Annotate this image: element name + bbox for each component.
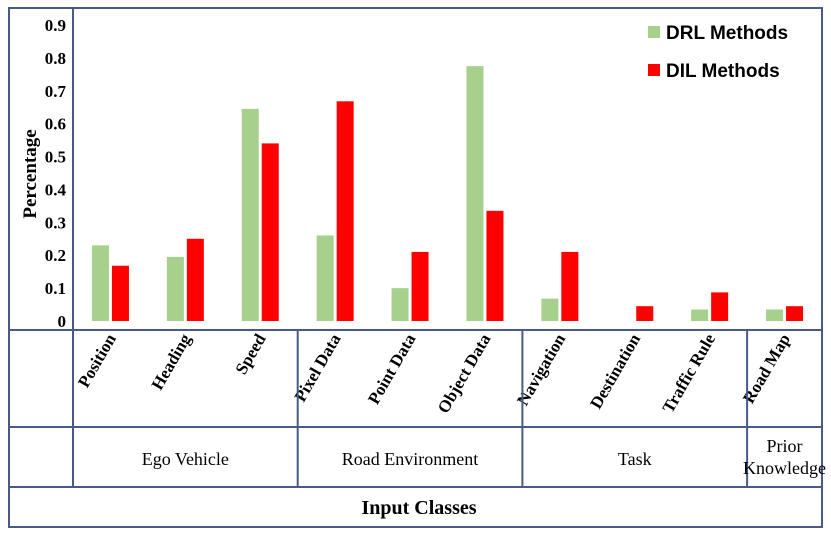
chart-frame [8,7,823,528]
legend: DRL Methods DIL Methods [648,23,788,82]
category-label: Heading [148,330,195,393]
y-tick-label: 0.2 [45,246,66,265]
category-label: Speed [232,330,270,378]
bar-drl-position [91,245,109,321]
legend-label: DRL Methods [666,23,788,44]
bar-dil-object-data [486,210,504,321]
y-tick-label: 0.1 [45,279,66,298]
bar-dil-position [111,265,129,321]
group-label: Road Environment [342,449,478,469]
outer-border [8,7,823,528]
group-label: Prior Knowledge [743,436,826,478]
category-label: Pixel Data [291,330,345,405]
bar-dil-heading [186,238,204,321]
bar-drl-heading [166,256,184,321]
legend-swatch [648,64,660,76]
bar-drl-road-map [766,309,784,321]
y-tick-label: 0.9 [45,16,66,35]
group-label: Task [618,449,652,469]
category-label: Point Data [364,330,420,407]
category-labels: Position Heading Speed Pixel Data Point Data… [74,330,794,416]
y-tick-label: 0.6 [45,115,66,134]
legend-label: DIL Methods [666,61,780,82]
y-tick-label: 0 [58,312,67,331]
y-tick-label: 0.7 [45,82,67,101]
y-tick-label: 0.4 [45,180,67,199]
category-label: Object Data [434,330,495,416]
y-tick-label: 0.8 [45,49,66,68]
bar-dil-speed [261,143,279,321]
x-axis-label: Input Classes [361,497,476,519]
bar-dil-destination [636,306,654,321]
bar-drl-traffic-rule [691,309,709,321]
bar-dil-traffic-rule [711,292,729,321]
legend-swatch [648,26,660,38]
y-tick-label: 0.5 [45,148,66,167]
bar-dil-point-data [411,251,429,321]
bar-drl-object-data [466,66,484,321]
bar-dil-navigation [561,251,579,321]
bar-drl-navigation [541,298,559,321]
group-label: Ego Vehicle [142,449,229,469]
category-label: Traffic Rule [659,330,720,416]
bar-drl-point-data [391,288,409,321]
y-tick-label: 0.3 [45,213,66,232]
category-label: Destination [586,330,644,412]
bar-drl-speed [241,108,259,321]
bar-drl-pixel-data [316,235,334,321]
bars [91,66,804,322]
category-label: Position [74,330,120,391]
bar-dil-road-map [786,306,804,321]
group-labels: Ego Vehicle Road Environment Task Prior Know… [142,330,826,487]
y-axis-label: Percentage [20,129,41,218]
y-axis-ticks: 0 0.1 0.2 0.3 0.4 0.5 0.6 0.7 0.8 0.9 [45,16,67,331]
bar-dil-pixel-data [336,101,354,322]
